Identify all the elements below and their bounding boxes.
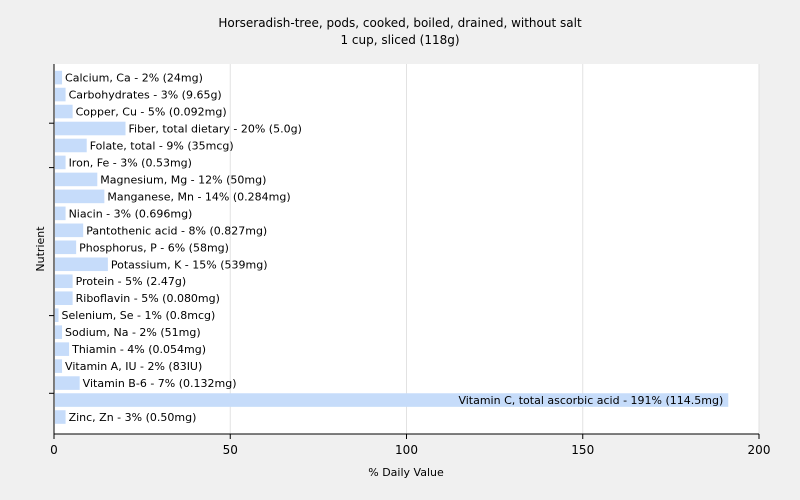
bar-label: Potassium, K - 15% (539mg) — [111, 258, 268, 271]
bar — [55, 274, 73, 289]
bars — [55, 70, 729, 424]
x-tick-label: 50 — [223, 443, 238, 457]
bar-label: Phosphorus, P - 6% (58mg) — [79, 241, 229, 254]
bar — [55, 342, 70, 356]
bar — [55, 104, 73, 119]
bar — [55, 155, 66, 170]
bar-label: Folate, total - 9% (35mcg) — [90, 139, 234, 152]
bar — [55, 291, 73, 306]
bar-label: Manganese, Mn - 14% (0.284mg) — [107, 190, 290, 203]
bar — [55, 376, 80, 390]
y-axis-ticks — [49, 122, 54, 394]
x-tick-label: 150 — [571, 443, 594, 457]
bar — [55, 70, 63, 85]
x-tick-label: 100 — [395, 443, 418, 457]
x-tick-label: 200 — [748, 443, 771, 457]
bar — [55, 257, 108, 272]
bar-label: Riboflavin - 5% (0.080mg) — [76, 292, 220, 305]
bar-label: Sodium, Na - 2% (51mg) — [65, 326, 201, 339]
bar-label: Vitamin A, IU - 2% (83IU) — [65, 360, 202, 373]
bar-labels: Calcium, Ca - 2% (24mg) Carbohydrates - 3… — [62, 72, 724, 424]
chart-subtitle: 1 cup, sliced (118g) — [340, 33, 459, 47]
bar-label: Protein - 5% (2.47g) — [76, 275, 187, 288]
y-axis-title: Nutrient — [34, 226, 47, 272]
bar-label: Vitamin C, total ascorbic acid - 191% (1… — [458, 394, 723, 407]
bar-label: Zinc, Zn - 3% (0.50mg) — [69, 411, 197, 424]
bar — [55, 308, 59, 322]
bar — [55, 240, 77, 255]
bar-label: Magnesium, Mg - 12% (50mg) — [100, 173, 266, 186]
bar — [55, 410, 66, 424]
bar-label: Pantothenic acid - 8% (0.827mg) — [86, 224, 267, 237]
bar-label: Copper, Cu - 5% (0.092mg) — [76, 106, 227, 119]
grid-lines — [229, 64, 760, 434]
bar-label: Vitamin B-6 - 7% (0.132mg) — [83, 377, 237, 390]
bar — [55, 359, 63, 373]
bar-label: Niacin - 3% (0.696mg) — [69, 207, 193, 220]
bar — [55, 206, 66, 221]
chart-title: Horseradish-tree, pods, cooked, boiled, … — [218, 16, 582, 30]
bar — [55, 172, 98, 187]
bar — [55, 138, 87, 153]
bar-label: Selenium, Se - 1% (0.8mcg) — [62, 309, 216, 322]
bar — [55, 325, 63, 339]
x-axis-title: % Daily Value — [368, 466, 444, 479]
bar — [55, 223, 84, 238]
bar — [55, 87, 66, 102]
bar-label: Fiber, total dietary - 20% (5.0g) — [129, 122, 302, 135]
x-tick-label: 0 — [50, 443, 58, 457]
bar — [55, 393, 729, 407]
bar — [55, 189, 105, 204]
bar-label: Carbohydrates - 3% (9.65g) — [69, 89, 222, 102]
bar — [55, 121, 126, 136]
x-axis-ticks: 0 50 100 150 200 — [50, 434, 770, 457]
bar-label: Thiamin - 4% (0.054mg) — [71, 343, 206, 356]
bar-label: Calcium, Ca - 2% (24mg) — [65, 72, 203, 85]
bar-label: Iron, Fe - 3% (0.53mg) — [69, 156, 192, 169]
